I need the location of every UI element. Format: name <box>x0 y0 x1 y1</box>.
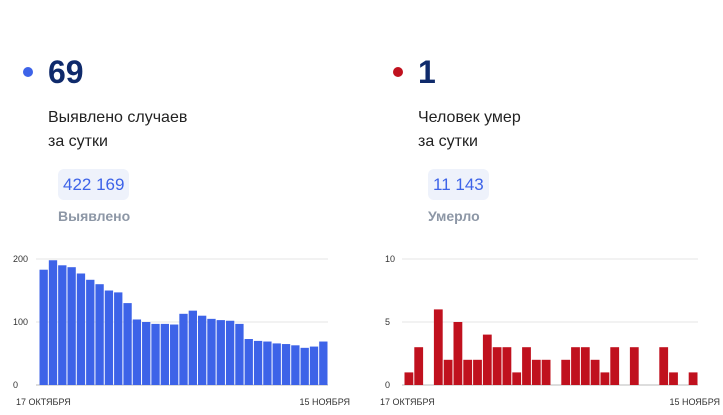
cases-caption-line1: Выявлено случаев <box>48 109 188 126</box>
deaths-bar <box>482 334 492 385</box>
deaths-ytick-label: 0 <box>385 380 390 390</box>
deaths-bar <box>404 372 414 385</box>
cases-bar <box>272 343 281 385</box>
deaths-bar <box>433 309 443 385</box>
cases-ytick-label: 100 <box>13 317 28 327</box>
cases-bar <box>300 347 309 385</box>
deaths-ytick-label: 5 <box>385 317 390 327</box>
cases-ytick-label: 0 <box>13 380 18 390</box>
cases-bar <box>142 322 151 385</box>
cases-bar <box>151 323 160 385</box>
deaths-caption-line1: Человек умер <box>418 109 521 126</box>
deaths-total-badge: 11 143 <box>428 169 489 200</box>
cases-ytick-label: 200 <box>13 254 28 264</box>
deaths-xtick-end: 15 НОЯБРЯ <box>669 397 720 407</box>
deaths-bar <box>414 347 424 385</box>
deaths-bar <box>571 347 580 385</box>
deaths-bar <box>659 347 669 385</box>
deaths-total-label: Умерло <box>428 208 480 224</box>
cases-bar <box>67 267 76 385</box>
cases-total-badge: 422 169 <box>58 169 130 200</box>
cases-bar <box>253 340 263 385</box>
deaths-panel: 1 Человек умер за сутки 11 143 Умерло 0 5… <box>370 0 723 415</box>
cases-bar <box>86 279 95 385</box>
cases-bar <box>207 318 216 385</box>
deaths-bar <box>600 372 610 385</box>
deaths-bar <box>443 359 453 385</box>
cases-bar <box>197 315 207 385</box>
deaths-bar <box>629 347 639 385</box>
cases-bar <box>123 303 132 385</box>
cases-xtick-end: 15 НОЯБРЯ <box>299 397 350 407</box>
deaths-bar <box>580 347 590 385</box>
cases-bar <box>76 273 86 385</box>
cases-bar <box>132 319 142 385</box>
cases-total-label: Выявлено <box>58 208 131 224</box>
cases-bar <box>114 292 123 385</box>
deaths-bar <box>590 359 600 385</box>
cases-bar <box>39 269 48 385</box>
deaths-bar <box>541 359 551 385</box>
cases-bar <box>263 341 272 385</box>
cases-bar <box>58 265 67 385</box>
cases-today-value: 69 <box>48 54 84 90</box>
cases-caption: Выявлено случаев за сутки <box>48 106 187 154</box>
deaths-bar <box>669 372 678 385</box>
cases-panel: 69 Выявлено случаев за сутки 422 169 Выя… <box>0 0 361 415</box>
deaths-xtick-start: 17 ОКТЯБРЯ <box>380 397 435 407</box>
cases-bar <box>160 323 170 385</box>
cases-bar <box>48 260 58 385</box>
deaths-caption: Человек умер за сутки <box>418 106 521 154</box>
deaths-bar <box>688 372 698 385</box>
deaths-dot-icon <box>393 67 403 77</box>
deaths-bar <box>502 347 512 385</box>
deaths-today-value: 1 <box>418 54 436 90</box>
cases-bar <box>244 339 253 385</box>
deaths-bar <box>561 359 571 385</box>
deaths-caption-line2: за сутки <box>418 133 478 150</box>
cases-caption-line2: за сутки <box>48 133 108 150</box>
deaths-bar <box>531 359 541 385</box>
deaths-bar <box>522 347 531 385</box>
cases-bar <box>291 345 300 385</box>
deaths-bar <box>463 359 473 385</box>
cases-xtick-start: 17 ОКТЯБРЯ <box>16 397 71 407</box>
deaths-bar <box>610 347 620 385</box>
cases-bar <box>281 344 291 385</box>
deaths-bar <box>453 322 463 385</box>
cases-bar <box>95 284 104 385</box>
cases-bar <box>188 310 197 385</box>
deaths-ytick-label: 10 <box>385 254 395 264</box>
cases-bar <box>309 346 319 385</box>
cases-bar <box>225 320 235 385</box>
cases-dot-icon <box>23 67 33 77</box>
cases-bar <box>104 290 114 385</box>
cases-bar <box>170 324 179 385</box>
deaths-bar <box>492 347 502 385</box>
cases-bar <box>235 323 244 385</box>
cases-bar <box>179 313 188 385</box>
cases-bar <box>319 341 328 385</box>
deaths-bar <box>473 359 482 385</box>
cases-bar <box>216 320 225 385</box>
deaths-bar <box>512 372 522 385</box>
cases-chart: 0 100 200 17 ОКТЯБРЯ 15 НОЯБРЯ <box>13 254 350 407</box>
deaths-chart: 0 5 10 17 ОКТЯБРЯ 15 НОЯБРЯ <box>380 254 720 407</box>
